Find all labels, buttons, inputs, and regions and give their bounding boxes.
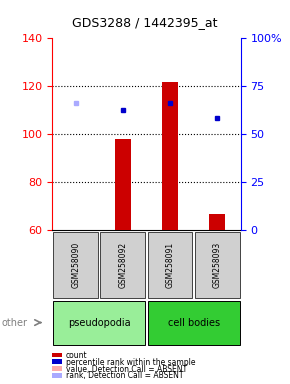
Bar	[148, 232, 193, 298]
Bar	[115, 139, 131, 230]
Text: percentile rank within the sample: percentile rank within the sample	[66, 358, 196, 367]
Text: pseudopodia: pseudopodia	[68, 318, 130, 328]
Text: GSM258090: GSM258090	[71, 242, 80, 288]
Bar	[101, 232, 145, 298]
Text: GDS3288 / 1442395_at: GDS3288 / 1442395_at	[72, 16, 218, 29]
Text: other: other	[1, 318, 28, 328]
Bar	[209, 214, 225, 230]
Bar	[52, 353, 62, 357]
Bar	[195, 232, 240, 298]
Text: count: count	[66, 351, 88, 360]
Text: GSM258093: GSM258093	[213, 242, 222, 288]
Bar	[52, 359, 62, 364]
Text: rank, Detection Call = ABSENT: rank, Detection Call = ABSENT	[66, 371, 184, 381]
Text: cell bodies: cell bodies	[168, 318, 220, 328]
Text: value, Detection Call = ABSENT: value, Detection Call = ABSENT	[66, 364, 187, 374]
Bar	[52, 366, 62, 371]
Bar	[148, 301, 240, 345]
Text: GSM258091: GSM258091	[166, 242, 175, 288]
Bar	[162, 81, 178, 230]
Text: GSM258092: GSM258092	[118, 242, 127, 288]
Bar	[53, 232, 98, 298]
Bar	[52, 373, 62, 378]
Bar	[53, 301, 145, 345]
